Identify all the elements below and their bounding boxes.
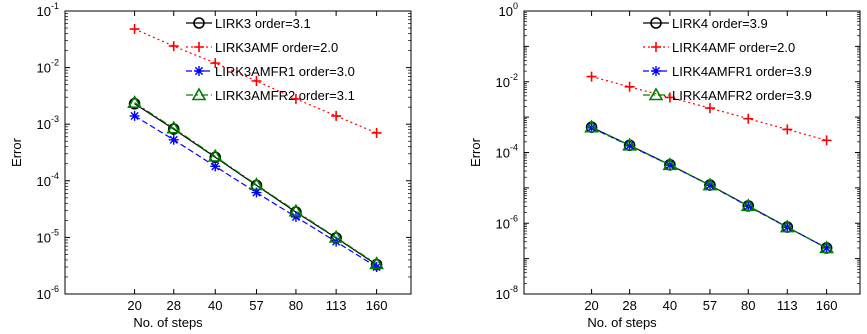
y-axis-label: Error	[9, 137, 24, 167]
data-point	[207, 148, 223, 162]
data-point	[369, 256, 384, 270]
data-point	[704, 103, 715, 114]
legend-label: LIRK4AMFR2 order=3.9	[672, 88, 812, 103]
y-tick-label: 10-8	[496, 284, 518, 302]
series-4	[127, 95, 384, 270]
y-tick-label: 10-3	[37, 114, 59, 132]
chart-1: 10-6 10-5 10-4 10-3 10-2 10-1 20 28 40 57 80 113 160…	[9, 1, 412, 330]
data-point	[821, 135, 832, 146]
y-tick-label: 10-6	[37, 284, 59, 302]
x-tick-label: 20	[127, 298, 141, 313]
legend-marker	[651, 42, 661, 52]
series-2	[586, 71, 832, 146]
x-tick-label: 40	[208, 298, 222, 313]
y-tick-label: 10-4	[37, 171, 59, 189]
x-tick-label: 160	[366, 298, 388, 313]
data-point	[586, 71, 597, 82]
x-tick-label: 40	[663, 298, 677, 313]
legend-label: LIRK3AMF order=2.0	[215, 40, 338, 55]
legend-label: LIRK3 order=3.1	[215, 16, 311, 31]
x-tick-label: 80	[289, 298, 303, 313]
y-tick-label: 10-2	[496, 72, 518, 90]
data-point	[624, 81, 635, 92]
legend-label: LIRK4AMF order=2.0	[672, 40, 795, 55]
data-point	[290, 211, 301, 222]
data-point	[779, 219, 795, 233]
series-line	[591, 126, 827, 249]
x-tick-label: 20	[584, 298, 598, 313]
x-axis-label: No. of steps	[587, 315, 657, 330]
data-point	[331, 110, 342, 121]
legend-marker	[194, 66, 204, 76]
data-point	[129, 24, 140, 35]
y-tick-label: 10-1	[37, 1, 59, 19]
chart-2: 10-8 10-6 10-4 10-2 100 20 28 40 57 80 113 160 No. o…	[468, 1, 861, 330]
y-tick-label: 10-6	[496, 213, 518, 231]
data-point	[702, 177, 718, 191]
plot-area	[64, 10, 412, 295]
series-2	[129, 24, 382, 138]
legend: LIRK3 order=3.1 LIRK3AMF order=2.0 LIRK3AM…	[186, 16, 355, 103]
legend-label: LIRK3AMFR2 order=3.1	[215, 88, 355, 103]
legend-label: LIRK3AMFR1 order=3.0	[215, 64, 355, 79]
data-point	[251, 187, 262, 198]
data-point	[662, 157, 678, 171]
plot-area	[523, 10, 861, 295]
x-axis-label: No. of steps	[133, 315, 203, 330]
legend-label: LIRK4AMFR1 order=3.9	[672, 64, 812, 79]
data-point	[210, 58, 221, 69]
y-tick-label: 100	[499, 1, 518, 19]
x-tick-label: 28	[167, 298, 181, 313]
data-point	[210, 161, 221, 172]
data-point	[782, 222, 793, 233]
data-point	[740, 198, 756, 212]
x-tick-label: 113	[777, 298, 798, 313]
data-point	[821, 242, 832, 253]
data-point	[251, 75, 262, 86]
x-tick-label: 160	[816, 298, 838, 313]
y-tick-label: 10-4	[496, 143, 518, 161]
legend: LIRK4 order=3.9 LIRK4AMF order=2.0 LIRK4AM…	[643, 16, 812, 103]
y-tick-label: 10-2	[37, 58, 59, 76]
legend-marker	[193, 17, 205, 29]
legend-marker	[651, 66, 661, 76]
x-tick-label: 57	[703, 298, 717, 313]
x-tick-label: 57	[249, 298, 263, 313]
data-point	[168, 41, 179, 52]
legend-marker	[650, 17, 662, 29]
series-line	[134, 102, 377, 265]
data-point	[167, 123, 180, 135]
y-axis-label: Error	[468, 137, 483, 167]
data-point	[584, 119, 599, 133]
data-point	[166, 120, 182, 134]
legend-label: LIRK4 order=3.9	[672, 16, 768, 31]
legend-marker	[191, 87, 207, 101]
data-point	[127, 95, 142, 108]
data-point	[622, 137, 637, 151]
data-point	[664, 92, 675, 103]
legend-marker	[648, 87, 664, 101]
data-point	[328, 229, 344, 243]
x-tick-label: 28	[622, 298, 636, 313]
series-4	[584, 119, 834, 254]
data-point	[128, 97, 141, 110]
data-point	[743, 113, 754, 124]
data-point	[249, 177, 264, 191]
data-point	[290, 93, 301, 104]
data-point	[782, 124, 793, 135]
data-point	[624, 140, 635, 151]
x-tick-label: 80	[741, 298, 755, 313]
data-point	[129, 110, 140, 121]
data-point	[664, 160, 675, 171]
data-point	[819, 240, 834, 254]
data-point	[168, 134, 179, 145]
data-point	[371, 261, 382, 272]
data-point	[371, 127, 382, 138]
legend-marker	[194, 42, 204, 52]
y-tick-label: 10-5	[37, 227, 59, 245]
data-point	[288, 203, 304, 217]
x-tick-label: 113	[326, 298, 347, 313]
